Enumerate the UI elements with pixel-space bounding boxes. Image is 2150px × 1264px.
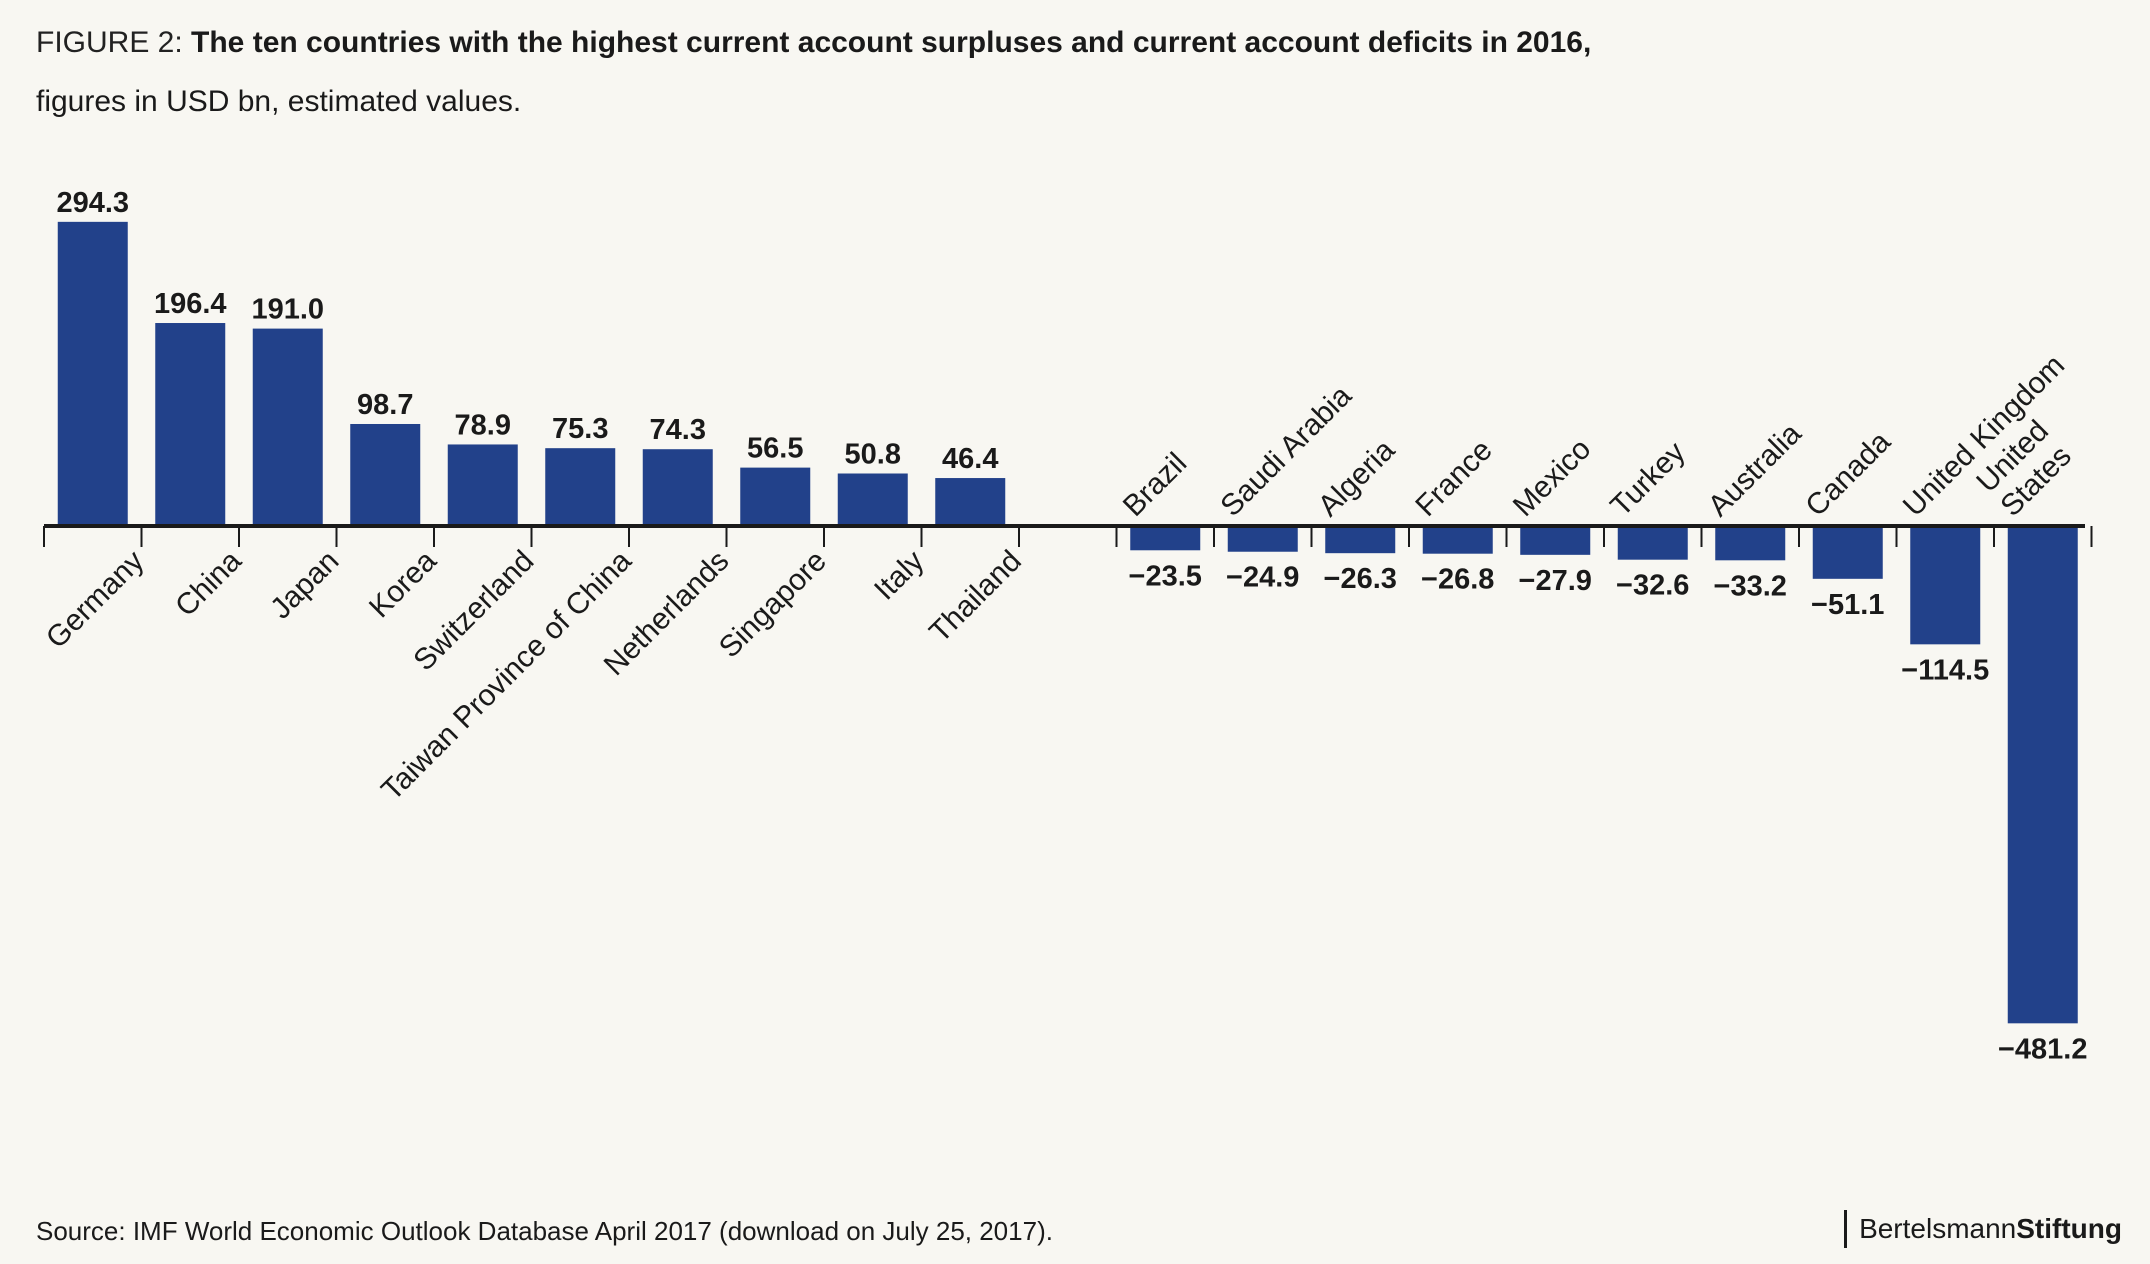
category-label-china: China xyxy=(169,544,248,623)
value-label-united-kingdom: −114.5 xyxy=(1901,654,1989,686)
bar-japan xyxy=(252,328,323,526)
category-label-line: Brazil xyxy=(1117,447,1193,523)
bar-united-states xyxy=(2007,526,2078,1024)
bar-united-kingdom xyxy=(1910,526,1981,645)
value-label-united-states: −481.2 xyxy=(1998,1033,2088,1065)
figure-title-text: The ten countries with the highest curre… xyxy=(191,26,1592,59)
category-label-mexico: Mexico xyxy=(1507,432,1598,523)
category-label-germany: Germany xyxy=(40,544,151,655)
value-label-singapore: 56.5 xyxy=(747,433,803,465)
category-label-italy: Italy xyxy=(868,544,930,606)
brand-logo: Bertelsmann Stiftung xyxy=(1844,1210,2122,1248)
category-label-line: Mexico xyxy=(1507,432,1598,523)
figure-label: FIGURE 2: xyxy=(36,26,192,59)
category-label-line: Algeria xyxy=(1312,433,1402,523)
category-label-australia: Australia xyxy=(1702,417,1808,523)
category-label-turkey: Turkey xyxy=(1604,436,1691,523)
source-note: Source: IMF World Economic Outlook Datab… xyxy=(36,1216,1053,1246)
brand-bar xyxy=(1844,1210,1848,1248)
bar-thailand xyxy=(935,478,1006,526)
category-label-france: France xyxy=(1409,434,1498,523)
value-label-netherlands: 74.3 xyxy=(650,414,706,446)
bar-china xyxy=(155,323,226,526)
bar-canada xyxy=(1812,526,1883,579)
bar-turkey xyxy=(1617,526,1688,560)
category-label-algeria: Algeria xyxy=(1312,433,1402,523)
value-label-algeria: −26.3 xyxy=(1324,563,1397,595)
brand-name-bold: Stiftung xyxy=(2016,1213,2122,1244)
category-label-japan: Japan xyxy=(264,544,345,625)
value-label-australia: −33.2 xyxy=(1714,570,1787,602)
bar-singapore xyxy=(740,467,811,526)
category-label-line: France xyxy=(1409,434,1498,523)
figure-title: FIGURE 2: The ten countries with the hig… xyxy=(36,22,1591,64)
value-label-france: −26.8 xyxy=(1421,564,1494,596)
category-label-line: Turkey xyxy=(1604,436,1691,523)
category-label-line: Canada xyxy=(1799,425,1897,523)
category-label-canada: Canada xyxy=(1799,425,1897,523)
bar-switzerland xyxy=(447,444,518,526)
category-label-line: Australia xyxy=(1702,417,1808,523)
value-label-italy: 50.8 xyxy=(845,438,901,470)
bar-netherlands xyxy=(642,449,713,526)
bar-taiwan-province-of-china xyxy=(545,448,616,526)
value-label-germany: 294.3 xyxy=(56,187,129,219)
bar-korea xyxy=(350,423,421,526)
figure-subtitle: figures in USD bn, estimated values. xyxy=(36,85,522,118)
value-label-canada: −51.1 xyxy=(1811,589,1884,621)
bar-germany xyxy=(57,221,128,526)
bar-mexico xyxy=(1520,526,1591,555)
bar-brazil xyxy=(1130,526,1201,551)
bar-saudi-arabia xyxy=(1227,526,1298,552)
category-label-singapore: Singapore xyxy=(713,544,833,664)
bar-italy xyxy=(837,473,908,526)
brand-name-regular: Bertelsmann xyxy=(1859,1213,2017,1244)
category-label-thailand: Thailand xyxy=(923,544,1028,649)
bar-algeria xyxy=(1325,526,1396,554)
value-label-saudi-arabia: −24.9 xyxy=(1226,562,1299,594)
value-label-china: 196.4 xyxy=(154,288,227,320)
value-label-mexico: −27.9 xyxy=(1519,565,1592,597)
category-label-brazil: Brazil xyxy=(1117,447,1193,523)
category-label-korea: Korea xyxy=(363,544,443,624)
bar-australia xyxy=(1715,526,1786,561)
value-label-thailand: 46.4 xyxy=(942,443,998,475)
bar-france xyxy=(1422,526,1493,554)
value-label-korea: 98.7 xyxy=(357,389,413,421)
value-label-turkey: −32.6 xyxy=(1616,570,1689,602)
value-label-taiwan-province-of-china: 75.3 xyxy=(552,413,608,445)
value-label-brazil: −23.5 xyxy=(1129,560,1202,592)
value-label-japan: 191.0 xyxy=(251,294,324,326)
value-label-switzerland: 78.9 xyxy=(455,409,511,441)
